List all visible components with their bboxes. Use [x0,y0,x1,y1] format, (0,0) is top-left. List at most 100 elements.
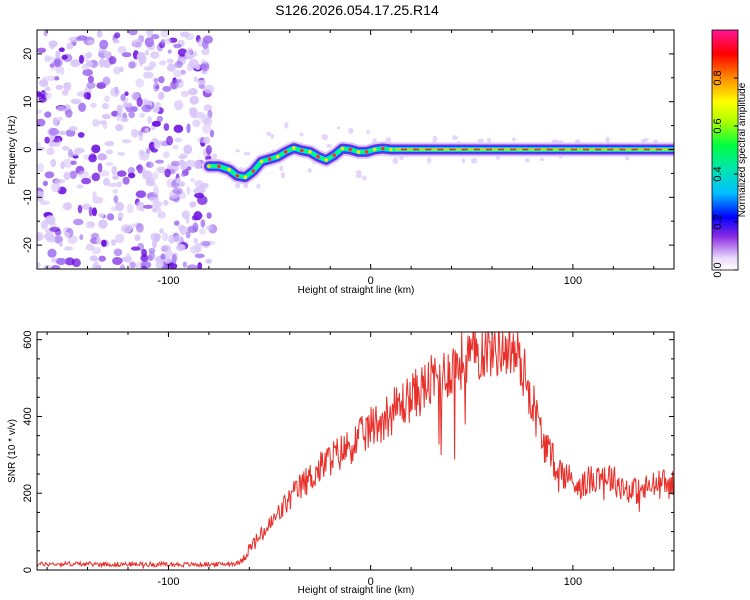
y-tick-label: -10 [22,189,34,205]
noise-speckle [186,47,194,55]
noise-speckle [121,139,132,144]
snr-plot-area [37,332,674,570]
noise-speckle [70,160,77,166]
noise-speckle [203,136,211,144]
noise-speckle [148,141,156,151]
noise-speckle [51,182,61,193]
signal-peak-point [217,164,221,168]
noise-speckle [194,111,205,119]
noise-speckle [70,98,82,104]
noise-speckle [53,235,63,244]
noise-speckle [427,157,432,164]
noise-speckle [131,106,138,112]
noise-speckle [203,104,213,112]
noise-speckle [44,92,52,100]
noise-speckle [166,135,174,146]
noise-speckle [199,228,206,235]
noise-speckle [194,180,204,188]
noise-speckle [131,39,136,47]
noise-speckle [179,153,188,159]
noise-speckle [147,116,152,124]
noise-speckle [82,68,93,77]
noise-speckle-layer [37,30,659,269]
noise-speckle [78,102,87,113]
noise-speckle [166,63,176,72]
noise-speckle [172,144,179,150]
noise-speckle [135,190,147,198]
noise-speckle [150,232,161,242]
noise-speckle [127,172,136,179]
noise-speckle [50,158,57,168]
noise-speckle [279,165,284,172]
noise-speckle [58,47,65,52]
noise-speckle [179,225,188,235]
noise-speckle [76,184,84,189]
noise-speckle [173,43,182,49]
noise-speckle [37,142,41,147]
noise-speckle [44,111,52,118]
noise-speckle [134,234,141,242]
noise-speckle [44,86,51,92]
noise-speckle [336,126,341,130]
noise-speckle [117,46,127,54]
figure-title: S126.2026.054.17.25.R14 [275,2,439,18]
noise-speckle [143,204,153,209]
noise-speckle [173,70,183,78]
noise-speckle [113,248,123,257]
noise-speckle [79,234,84,241]
noise-speckle [49,226,61,232]
noise-speckle [37,233,42,242]
noise-speckle [168,234,175,244]
noise-speckle [113,195,119,204]
colorbar-tick-label: 0.8 [712,70,724,85]
noise-speckle [37,162,44,173]
noise-speckle [86,81,96,89]
noise-speckle [102,119,108,130]
noise-speckle [110,87,120,97]
x-tick-label: -100 [157,576,179,588]
noise-speckle [64,232,70,238]
noise-speckle [190,177,195,183]
signal-peak-point [292,146,296,150]
signal-peak-point [340,146,345,151]
noise-speckle [99,170,110,177]
noise-speckle [37,47,47,53]
noise-speckle [119,264,126,269]
signal-peak-point [332,153,337,157]
noise-speckle [145,104,152,110]
noise-speckle [83,52,90,63]
noise-speckle [96,236,101,245]
noise-speckle [116,112,121,122]
noise-speckle [153,82,160,92]
snr-xlabel: Height of straight line (km) [298,585,415,596]
noise-speckle [201,48,210,56]
noise-speckle [180,172,187,177]
colorbar-label: Normalized spectral amplitude [737,82,748,217]
colorbar-gradient [711,29,739,271]
y-tick-label: 200 [22,484,34,502]
noise-speckle [193,76,199,83]
noise-speckle [39,200,50,206]
noise-speckle [44,215,56,225]
noise-speckle [158,76,165,84]
noise-speckle [205,225,214,231]
signal-peak-point [348,147,353,152]
noise-speckle [112,39,120,44]
noise-speckle [126,203,134,214]
noise-speckle [87,75,94,84]
noise-speckle [55,116,64,122]
noise-speckle [178,159,185,165]
signal-peak-point [207,164,211,168]
signal-peak-point [300,148,304,153]
noise-speckle [57,130,67,136]
x-tick-label: 0 [368,576,374,588]
noise-speckle [54,179,66,184]
noise-speckle [158,91,165,100]
noise-speckle [101,239,107,247]
noise-speckle [104,95,110,103]
snr-frame [36,331,675,571]
noise-speckle [122,176,130,185]
x-tick-label: 100 [564,576,582,588]
noise-speckle [112,175,119,180]
noise-speckle [146,161,154,169]
